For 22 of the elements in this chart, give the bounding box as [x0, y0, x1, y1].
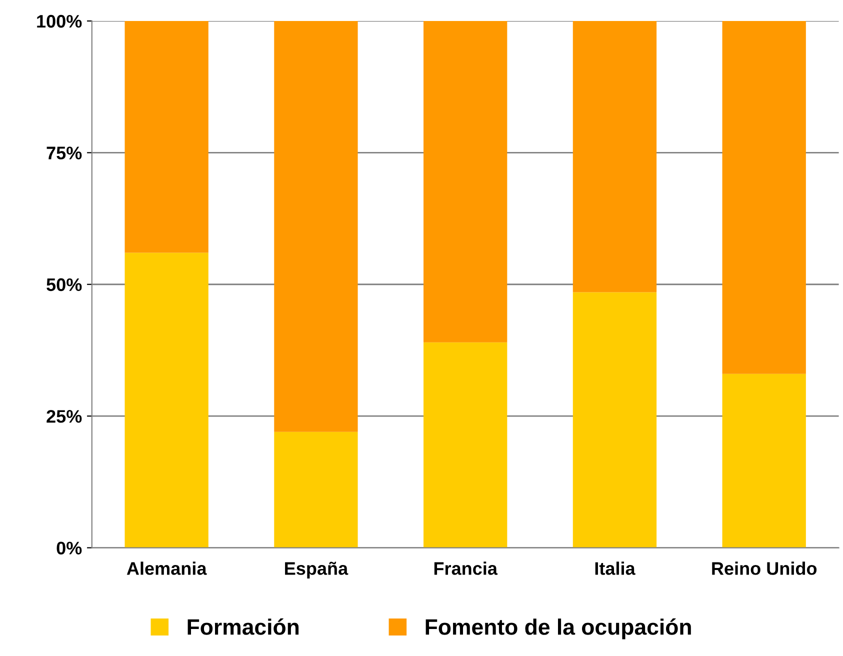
legend-label: Formación [188, 618, 299, 635]
x-tick-label: Francia [434, 562, 498, 575]
bar [572, 292, 657, 548]
bar [124, 252, 208, 548]
y-tick-label: 50% [46, 278, 82, 292]
legend-label: Fomento de la ocupación [426, 618, 691, 640]
bar [424, 20, 508, 342]
x-tick-label: España [285, 562, 348, 578]
y-tick-label: 0% [56, 542, 82, 554]
y-tick-label: 75% [46, 146, 82, 160]
y-tick-label: 25% [46, 410, 82, 423]
bar [124, 20, 208, 253]
bar [572, 20, 657, 292]
bar [424, 342, 508, 548]
y-tick-label: 100% [37, 14, 82, 28]
bar [274, 432, 358, 548]
bar [274, 20, 358, 432]
x-tick-label: Alemania [126, 562, 207, 575]
bar [722, 20, 806, 374]
x-tick-label: Reino Unido [712, 562, 817, 575]
bar [722, 374, 806, 548]
x-tick-label: Italia [595, 562, 636, 575]
